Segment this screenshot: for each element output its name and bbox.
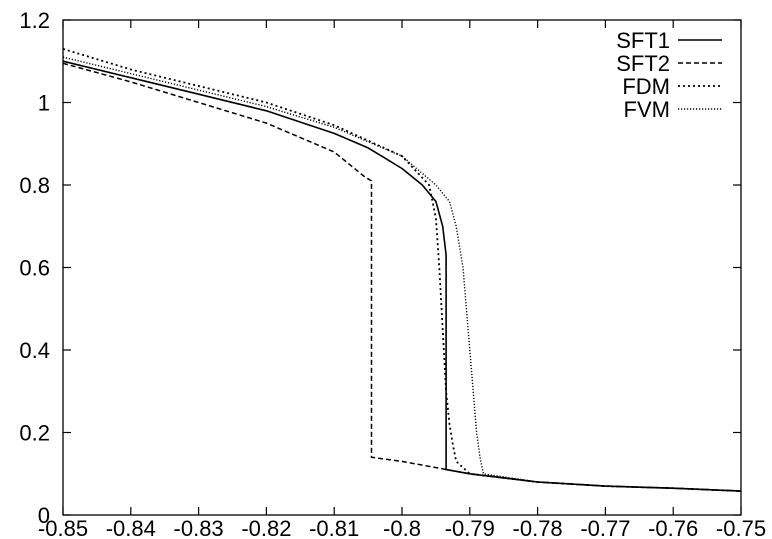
y-tick-label: 1 [38, 91, 50, 116]
x-tick-label: -0.76 [648, 516, 698, 539]
x-tick-label: -0.85 [38, 516, 88, 539]
y-tick-label: 0.2 [19, 421, 50, 446]
legend-label-sft2: SFT2 [616, 51, 670, 76]
series-line-sft2 [62, 62, 742, 492]
legend-label-sft1: SFT1 [616, 28, 670, 53]
x-tick-label: -0.82 [241, 516, 291, 539]
series-line-fdm [62, 48, 742, 492]
x-axis-tick-labels: -0.85 -0.84 -0.83 -0.82 -0.81 -0.8 -0.79 -0.78-… [38, 516, 766, 539]
plot-series [62, 48, 742, 492]
x-tick-label: -0.8 [383, 516, 421, 539]
y-axis-tick-labels: 0 0.2 0.4 0.6 0.8 1 1.2 [19, 8, 50, 528]
series-line-sft1 [62, 60, 742, 492]
x-tick-label: -0.78 [513, 516, 563, 539]
x-tick-label: -0.84 [106, 516, 156, 539]
series-line-fvm [62, 56, 742, 492]
x-tick-label: -0.77 [580, 516, 630, 539]
y-tick-label: 0 [38, 503, 50, 528]
x-tick-label: -0.75 [716, 516, 766, 539]
axis-ticks [62, 19, 742, 516]
y-tick-label: 0.6 [19, 256, 50, 281]
y-tick-label: 1.2 [19, 8, 50, 33]
x-tick-label: -0.83 [174, 516, 224, 539]
x-tick-label: -0.81 [309, 516, 359, 539]
x-tick-label: -0.79 [445, 516, 495, 539]
legend-label-fvm: FVM [624, 97, 670, 122]
y-tick-label: 0.4 [19, 338, 50, 363]
y-tick-label: 0.8 [19, 173, 50, 198]
legend-label-fdm: FDM [622, 74, 670, 99]
